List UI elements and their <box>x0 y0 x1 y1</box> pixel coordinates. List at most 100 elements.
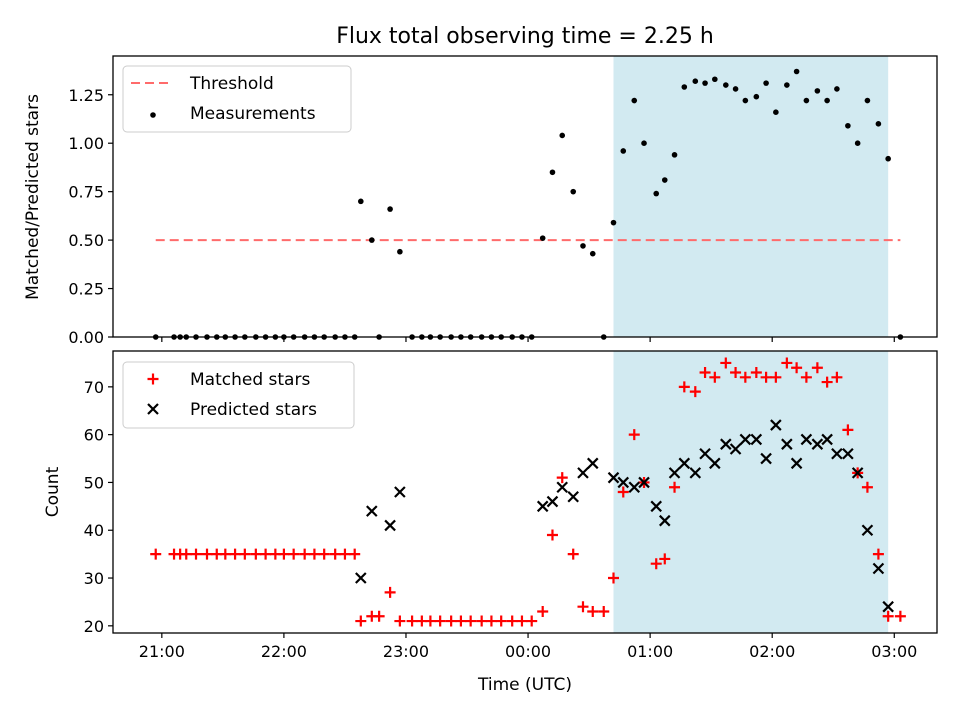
predicted-stars-point <box>638 476 650 489</box>
legend-label: Threshold <box>189 74 274 94</box>
matched-stars-point <box>669 481 681 493</box>
predicted-stars-point <box>586 457 599 470</box>
matched-stars-point <box>546 529 558 541</box>
legend-box <box>122 65 352 133</box>
matched-stars-point <box>180 548 192 560</box>
matched-stars-point <box>800 371 812 383</box>
matched-stars-point <box>831 371 843 383</box>
matched-stars-point <box>384 586 396 598</box>
observation-window-shade <box>613 56 889 337</box>
measurement-point <box>864 97 871 104</box>
measurement-point <box>712 76 718 83</box>
matched-stars-point <box>760 371 772 383</box>
matched-stars-point <box>250 548 262 560</box>
matched-stars-point <box>308 548 320 560</box>
predicted-stars-point <box>872 562 885 575</box>
matched-stars-point <box>659 553 671 565</box>
matched-stars-point <box>811 362 823 374</box>
matched-stars-point <box>861 481 873 493</box>
matched-stars-point <box>628 429 640 441</box>
matched-stars-point <box>516 615 528 627</box>
measurement-point <box>784 82 790 88</box>
predicted-stars-point <box>851 467 864 479</box>
legend-label: Measurements <box>190 104 316 124</box>
matched-stars-point <box>709 371 721 383</box>
measurement-point <box>763 80 769 86</box>
predicted-stars-point <box>882 600 894 613</box>
measurement-point <box>793 68 800 75</box>
matched-stars-point <box>556 472 568 484</box>
matched-stars-point <box>506 615 518 627</box>
matched-stars-point <box>394 615 406 627</box>
predicted-stars-point <box>556 481 569 493</box>
x-tick-label: 21:00 <box>139 642 185 661</box>
matched-stars-point <box>288 548 300 560</box>
legend-measurements-swatch <box>150 112 156 118</box>
bottom-panel: 20 30 40 50 60 70 21:00 22:00 23:00 00:00 01:00 02:… <box>84 350 938 661</box>
y-tick-label: 20 <box>84 617 104 636</box>
matched-stars-point <box>455 615 467 627</box>
predicted-stars-point <box>689 467 702 479</box>
matched-stars-point <box>617 486 629 498</box>
matched-stars-point <box>537 605 549 617</box>
legend-matched-swatch <box>147 373 159 385</box>
predicted-stars-point <box>546 495 559 508</box>
predicted-stars-point <box>720 438 732 450</box>
predicted-stars-point <box>617 476 630 489</box>
y-tick-label: 30 <box>84 569 104 588</box>
matched-stars-point <box>526 615 538 627</box>
y-tick-label: 70 <box>84 378 104 397</box>
matched-stars-point <box>329 548 341 560</box>
matched-stars-point <box>260 548 272 560</box>
y-tick-label: 40 <box>84 521 104 540</box>
legend-label: Predicted stars <box>190 400 317 420</box>
measurement-point <box>559 132 566 139</box>
x-axis-label: Time (UTC) <box>477 675 572 695</box>
axes-frame <box>112 55 938 338</box>
predicted-stars-point <box>607 471 620 484</box>
matched-stars-point <box>730 367 742 379</box>
matched-stars-point <box>689 386 701 398</box>
measurement-point <box>539 235 546 241</box>
predicted-stars-point <box>842 447 854 460</box>
y-tick-label: 0.75 <box>68 183 104 202</box>
observation-window-shade <box>613 351 889 633</box>
predicted-stars-point <box>811 438 824 450</box>
matched-stars-point <box>770 371 782 383</box>
measurement-point <box>854 140 861 147</box>
matched-stars-point <box>567 548 579 560</box>
matched-stars-point <box>465 615 477 627</box>
predicted-stars-point <box>650 500 663 513</box>
measurement-point <box>875 121 882 127</box>
matched-stars-point <box>485 615 497 627</box>
predicted-stars-point <box>658 514 671 527</box>
matched-stars-point <box>882 610 894 622</box>
measurement-point <box>753 93 760 100</box>
y-tick-label: 1.00 <box>68 134 104 153</box>
predicted-stars-point <box>628 481 641 493</box>
x-tick-label: 23:00 <box>383 642 429 661</box>
measurement-point <box>610 219 617 226</box>
measurement-point <box>834 86 840 92</box>
matched-stars-point <box>739 371 751 383</box>
predicted-stars-point <box>831 447 843 460</box>
measurement-point <box>641 140 647 147</box>
matched-stars-point <box>720 357 732 369</box>
predicted-stars-point <box>821 433 833 446</box>
measurement-point <box>661 177 668 183</box>
predicted-stars-point <box>709 457 721 470</box>
measurement-point <box>845 122 851 129</box>
top-y-axis-label: Matched/Predicted stars <box>23 94 43 300</box>
predicted-stars-point <box>800 433 813 446</box>
matched-stars-point <box>587 605 599 617</box>
y-tick-label: 60 <box>84 426 104 445</box>
matched-stars-point <box>349 548 361 560</box>
matched-stars-point <box>842 424 854 436</box>
y-tick-label: 1.25 <box>68 86 104 105</box>
matched-stars-point <box>299 548 311 560</box>
measurement-point <box>723 82 729 88</box>
measurement-point <box>692 78 699 84</box>
measurement-point <box>824 97 830 104</box>
top-panel: 0.00 0.25 0.50 0.75 1.00 1.25 Threshold Measure… <box>68 55 938 347</box>
y-tick-label: 0.00 <box>68 328 104 347</box>
